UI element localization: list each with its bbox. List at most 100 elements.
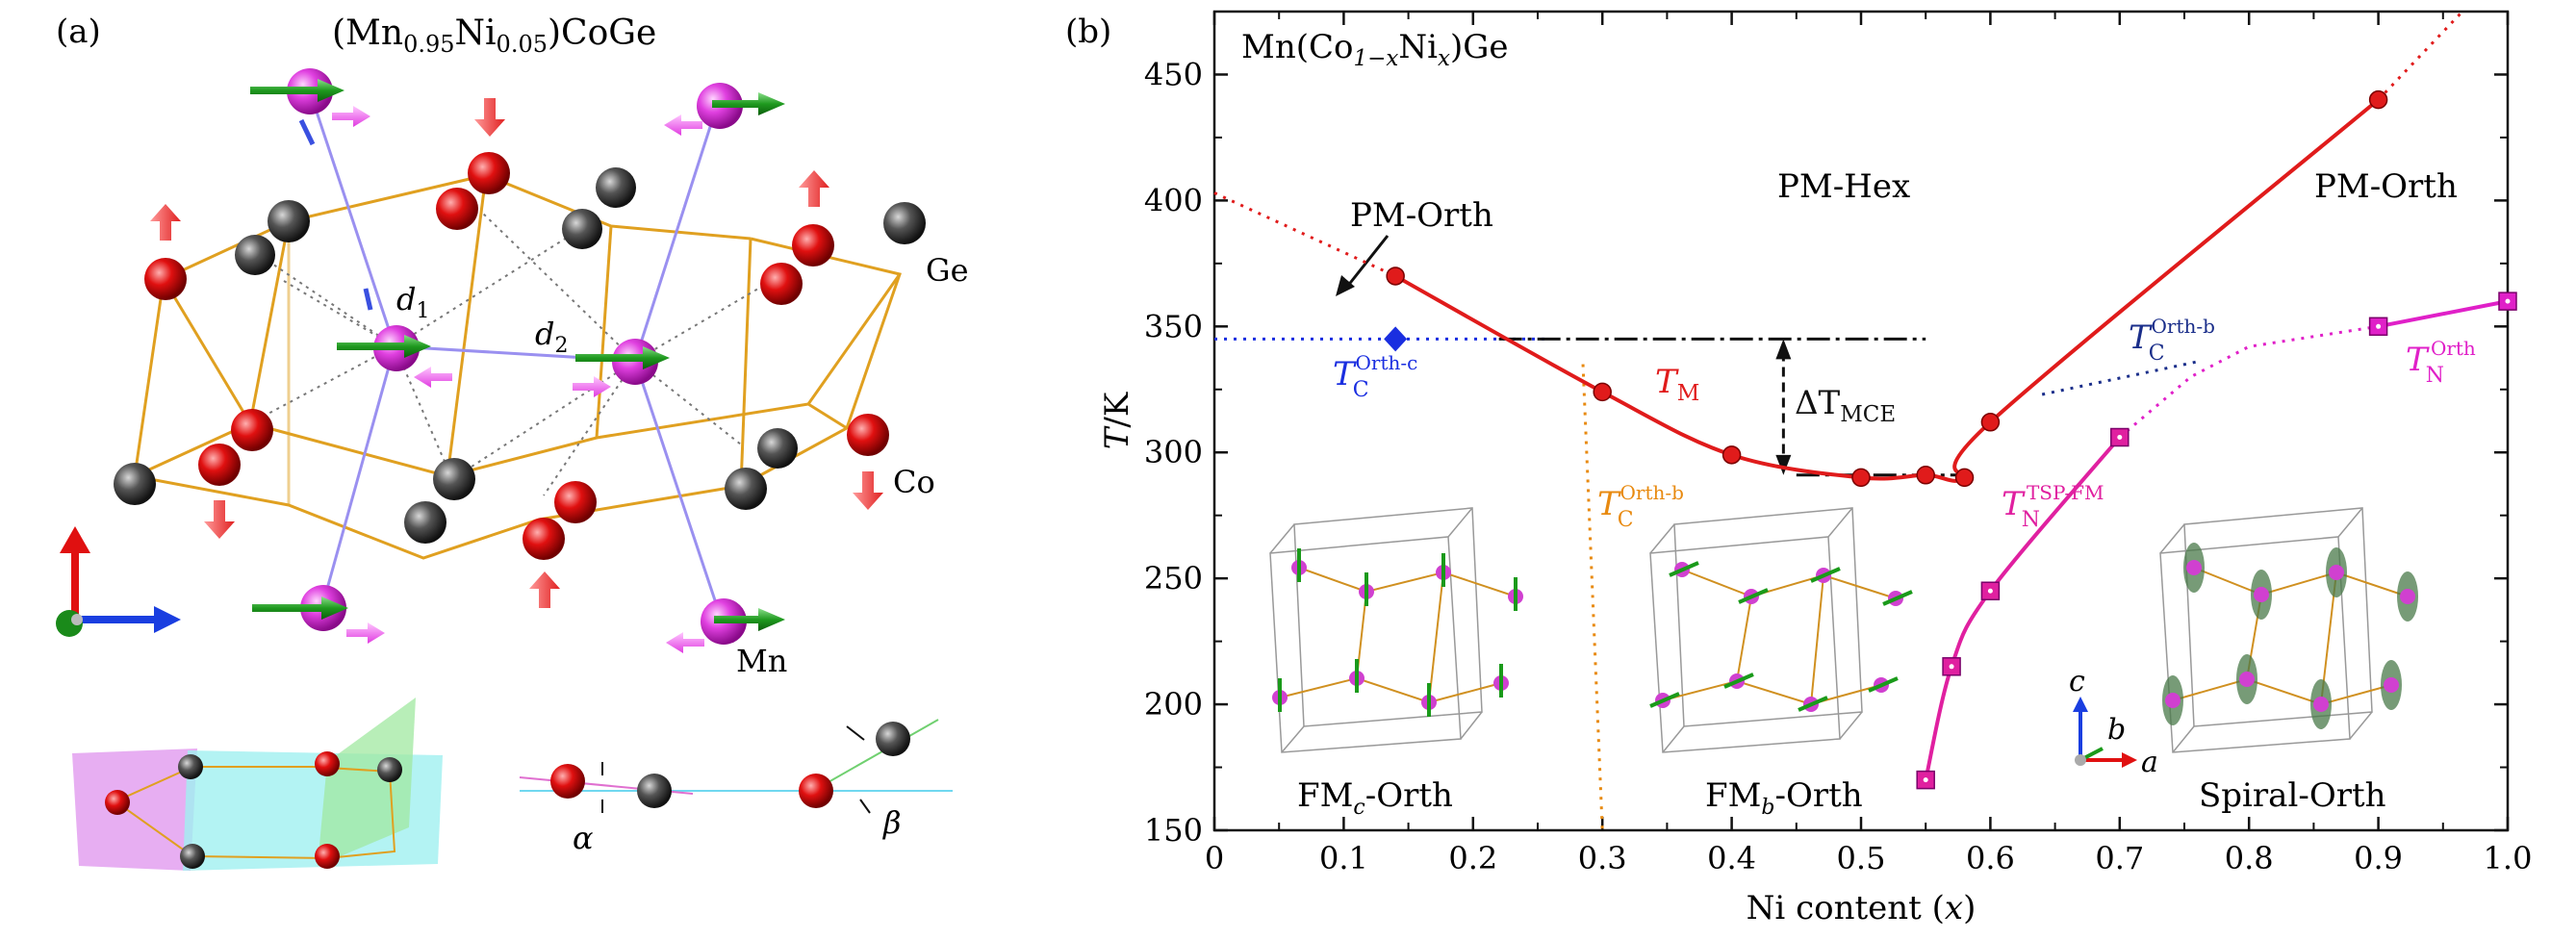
panel-b: (b) 0 0.1 0.2 0.3 0.4 0.5 0.6 0.7 0.8 0.9 1.0 150 20…	[1065, 10, 2532, 927]
co-displacement-arrow-up	[799, 170, 829, 207]
co-atom	[468, 152, 510, 194]
y-axis-title: T/K	[1098, 392, 1136, 449]
ge-atom	[404, 501, 446, 544]
structure-inset-fmc: FMc-Orth	[1269, 507, 1523, 820]
x-tick-label: 0.8	[2225, 840, 2274, 876]
panel-b-label: (b)	[1065, 13, 1111, 51]
x-tick-label: 0.4	[1707, 840, 1756, 876]
mn-bonds	[308, 90, 724, 622]
d2-label: d2	[535, 316, 568, 358]
co-atom	[760, 263, 803, 305]
y-tick-label: 250	[1144, 560, 1203, 596]
co-displacement-arrow-down	[474, 98, 505, 137]
mce-arrow-head-up	[1775, 339, 1792, 360]
triad-a-label: a	[2141, 746, 2158, 779]
data-point	[1384, 326, 1408, 352]
y-tick-label: 350	[1144, 308, 1203, 344]
panel-a-title: (Mn0.95Ni0.05)CoGe	[332, 13, 656, 58]
data-point-center	[1923, 777, 1928, 783]
data-point	[1722, 445, 1742, 465]
y-tick-label: 150	[1144, 812, 1203, 849]
co-label: Co	[893, 464, 935, 500]
tc-orth-b-line	[1581, 364, 1604, 831]
axis-triad-a	[56, 526, 181, 637]
mn-spin-arrow	[714, 608, 785, 631]
x-tick-label: 0.6	[1966, 840, 2015, 876]
x-tick-label: 0.1	[1319, 840, 1368, 876]
x-axis-title: Ni content (x)	[1747, 889, 1977, 927]
fmb-orth-label: FMb-Orth	[1705, 776, 1863, 820]
tc-orth-b-label: TCOrth-b	[1597, 481, 1684, 532]
tn-orth-label: TNOrth	[2406, 337, 2476, 388]
co-arrows	[150, 98, 883, 608]
co-atom	[231, 409, 273, 451]
y-tick-label: 200	[1144, 686, 1203, 723]
fmc-orth-label: FMc-Orth	[1297, 776, 1453, 820]
unit-cell-edges	[133, 173, 902, 560]
tm-label: TM	[1655, 363, 1699, 406]
spiral-orth-label: Spiral-Orth	[2199, 776, 2386, 815]
y-tick-label: 400	[1144, 182, 1203, 218]
co-displacement-arrow-up	[529, 571, 560, 608]
mn-displacement-arrow	[666, 632, 704, 653]
co-atom	[523, 518, 565, 560]
co-atoms	[144, 152, 889, 560]
d1-label: d1	[396, 281, 429, 323]
data-point-center	[2117, 435, 2123, 441]
mn-bond-arrow	[363, 288, 373, 311]
phase-label-pm-orth-right: PM-Orth	[2314, 167, 2458, 206]
tm-extrapolation-left	[1213, 191, 1396, 278]
mn-atoms	[250, 68, 785, 653]
triad-b-label: b	[2107, 713, 2126, 747]
ge-atom	[114, 463, 156, 505]
phase-label-pm-orth-left: PM-Orth	[1350, 196, 1493, 235]
co-atom	[847, 414, 889, 456]
ge-label: Ge	[926, 252, 969, 289]
data-point	[2368, 89, 2388, 110]
mn-spin-arrow	[575, 346, 670, 369]
mn-displacement-arrow	[414, 367, 452, 388]
ge-atom	[725, 468, 767, 510]
mn-spin-arrow	[250, 79, 344, 102]
panel-a: (a) (Mn0.95Ni0.05)CoGe	[56, 13, 969, 871]
ge-atom	[883, 202, 926, 244]
mn-bond-arrow	[298, 118, 316, 146]
x-tick-label: 0	[1205, 840, 1224, 876]
series-line-t-n-tsp-fm	[1924, 436, 2122, 781]
x-tick-label: 1.0	[2484, 840, 2533, 876]
data-point	[1916, 466, 1935, 485]
ge-atom	[235, 235, 275, 275]
ge-atom	[433, 458, 475, 500]
plane-inset-left	[72, 698, 443, 871]
y-tick-label: 450	[1144, 56, 1203, 92]
panel-a-label: (a)	[56, 13, 101, 51]
ge-atom	[596, 167, 636, 208]
formula-label: Mn(Co1−xNix)Ge	[1241, 28, 1509, 71]
co-displacement-arrow-down	[204, 500, 235, 539]
data-point	[1980, 413, 2001, 432]
co-atom	[792, 224, 834, 266]
structure-inset-fmb: FMb-Orth	[1649, 507, 1913, 820]
series-line-t-n-orth	[2378, 299, 2509, 329]
mn-label: Mn	[736, 643, 787, 679]
mn-spin-arrow	[252, 596, 348, 620]
structure-inset-spiral: Spiral-Orth	[2159, 507, 2418, 815]
mn-displacement-arrow	[573, 376, 611, 397]
data-point	[1851, 468, 1871, 488]
mn-spin-arrow	[712, 92, 785, 115]
data-point-center	[2376, 323, 2382, 329]
mn-spin-arrow	[337, 335, 431, 358]
tc-orth-b-right-label: TCOrth-b	[2129, 315, 2215, 366]
data-point	[1386, 266, 1405, 286]
co-displacement-arrow-up	[150, 204, 181, 241]
data-point-center	[1949, 664, 1954, 670]
x-tick-label: 0.9	[2354, 840, 2403, 876]
data-point	[1954, 468, 1975, 488]
triad-c-label: c	[2069, 665, 2085, 698]
x-tick-label: 0.5	[1837, 840, 1886, 876]
data-point	[1593, 382, 1612, 402]
ge-atom	[757, 428, 798, 469]
axes: 0 0.1 0.2 0.3 0.4 0.5 0.6 0.7 0.8 0.9 1.0 150 200 250…	[1098, 12, 2532, 927]
pm-orth-pointer-head	[1336, 275, 1355, 296]
mn-displacement-arrow	[332, 106, 370, 127]
